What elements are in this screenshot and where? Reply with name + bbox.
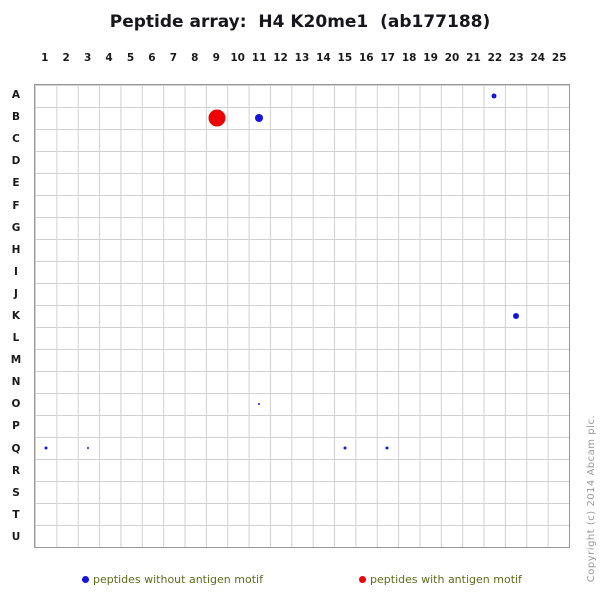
row-label-O: O [11,398,21,411]
col-label-25: 25 [551,52,567,64]
row-label-C: C [12,133,20,146]
legend-label-0: peptides without antigen motif [93,572,263,586]
col-label-23: 23 [509,52,524,64]
col-label-9: 9 [212,52,220,64]
row-label-S: S [12,486,20,499]
row-label-B: B [11,111,20,124]
col-label-1: 1 [41,52,49,64]
data-point-Q17 [385,446,389,450]
plot-grid [34,84,570,548]
data-point-O11 [258,403,261,405]
col-label-24: 24 [530,52,546,64]
col-label-20: 20 [444,52,460,64]
data-point-Q1 [44,446,48,450]
legend-label-1: peptides with antigen motif [370,572,522,586]
row-label-F: F [12,199,20,212]
legend-blue-dot-icon [82,575,90,583]
col-label-13: 13 [294,52,310,64]
row-label-Q: Q [11,442,21,455]
col-label-17: 17 [380,52,396,64]
col-label-4: 4 [105,52,113,64]
col-label-15: 15 [337,52,353,64]
row-label-L: L [12,332,20,345]
col-label-12: 12 [273,52,288,64]
legend-item-blue: peptides without antigen motif [82,573,263,586]
row-label-J: J [14,287,18,300]
row-label-U: U [11,530,21,543]
col-label-3: 3 [83,52,92,64]
row-label-P: P [12,420,20,433]
row-label-M: M [10,354,22,367]
data-point-Q15 [343,446,347,450]
row-label-R: R [11,464,21,477]
col-label-16: 16 [358,52,374,64]
row-label-K: K [11,309,21,322]
row-label-T: T [12,508,20,521]
legend-red-dot-icon [359,575,367,583]
col-label-14: 14 [316,52,331,64]
row-label-A: A [11,89,21,102]
legend: peptides without antigen motif peptides w… [34,569,570,589]
column-axis-labels: 1 2 3 4 5 6 7 8 9 10 11 12 13 14 15 16 17 18 19 20 21 22 23 24 2… [34,52,570,68]
copyright-text: Copyright (c) 2014 Abcam plc. [586,414,597,582]
legend-item-red: peptides with antigen motif [359,573,522,586]
row-label-E: E [12,177,20,190]
data-point-Q3 [87,447,90,449]
row-label-I: I [14,265,18,278]
col-label-19: 19 [423,52,438,64]
data-point-B11 [255,114,264,122]
col-label-5: 5 [126,52,135,64]
col-label-6: 6 [148,52,156,64]
data-point-K23 [512,313,519,319]
chart-title: Peptide array: H4 K20me1 (ab177188) [109,12,491,32]
col-label-8: 8 [191,52,199,64]
row-label-H: H [11,243,21,256]
row-label-D: D [11,155,21,168]
row-label-N: N [11,376,21,389]
col-label-21: 21 [466,52,481,64]
row-label-G: G [11,221,21,234]
col-label-11: 11 [251,52,267,64]
col-label-2: 2 [62,52,70,64]
col-label-18: 18 [401,52,417,64]
col-label-7: 7 [169,52,177,64]
data-point-B9 [208,109,226,127]
col-label-10: 10 [230,52,245,64]
data-point-A22 [491,93,497,99]
col-label-22: 22 [487,52,503,64]
